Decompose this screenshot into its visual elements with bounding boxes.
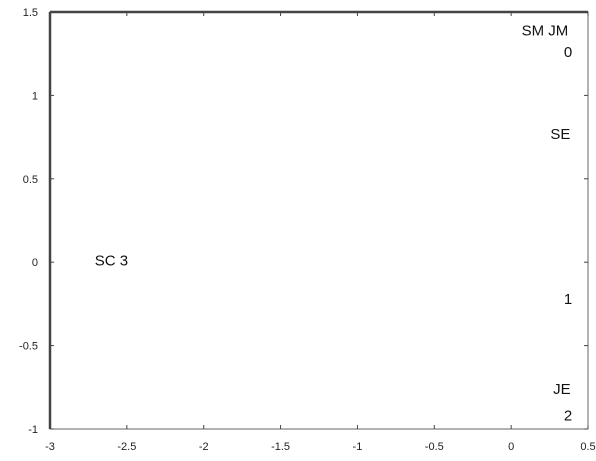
point-label: 1 [564,291,572,308]
x-tick-label: -2.5 [117,441,136,453]
y-tick-label: 0 [32,257,38,269]
x-tick-label: -1.5 [271,441,290,453]
y-tick-label: -0.5 [19,341,38,353]
x-tick-label: -3 [45,441,55,453]
point-label: JE [553,381,571,398]
point-labels: SM JM 0 SE SC 3 1 JE 2 [95,22,572,424]
point-label: 0 [564,44,572,61]
x-tick-label: -2 [199,441,209,453]
x-tick-label: 0.5 [580,441,595,453]
y-tick-label: -1 [28,424,38,436]
y-axis-ticks: 1.5 1 0.5 0 -0.5 -1 [19,7,588,436]
y-tick-label: 1 [32,90,38,102]
point-label: SC 3 [95,253,128,270]
point-label: 2 [564,408,572,425]
x-tick-label: -0.5 [425,441,444,453]
x-axis-ticks: -3 -2.5 -2 -1.5 -1 -0.5 0 0.5 [45,12,596,453]
point-label: SE [550,126,570,143]
y-tick-label: 0.5 [23,174,38,186]
y-tick-label: 1.5 [23,7,38,19]
x-tick-label: 0 [508,441,514,453]
x-tick-label: -1 [353,441,363,453]
point-label: SM JM [522,22,569,39]
